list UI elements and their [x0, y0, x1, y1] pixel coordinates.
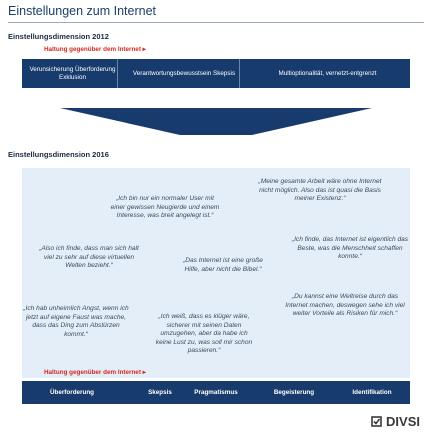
bar-cell: Identifikation — [352, 388, 392, 396]
logo-text: DIVSI — [386, 414, 420, 429]
quote: „Du kannst eine Weltreise durch das Inte… — [285, 293, 405, 318]
axis-label-text: Haltung gegenüber dem Internet — [44, 46, 141, 53]
bar-cell: Überforderung — [49, 388, 95, 396]
rule — [8, 22, 424, 23]
quote: „Ich weiß, dass es klüger wäre, sicherer… — [155, 313, 253, 355]
bar-2012 — [22, 59, 410, 88]
quote-area — [22, 168, 410, 378]
bar-cell: Verantwortungsbewusstsein Skepsis — [129, 59, 240, 88]
title: Einstellungen zum Internet — [8, 4, 157, 18]
quote: „Ich finde, das Internet ist eigentlich … — [291, 236, 409, 261]
quote: „Meine gesamte Arbeit wäre ohne Internet… — [258, 178, 382, 203]
bar-cell: Multioptionalität, vernetzt-entgrenzt — [278, 69, 377, 77]
quote: „Ich bin nur ein normaler User mit einer… — [110, 195, 220, 220]
bar-cell: Skepsis — [148, 388, 172, 396]
section-title: Einstellungsdimension 2012 — [8, 32, 109, 41]
logo: DIVSI — [371, 414, 420, 429]
quote: „Ich hab unheimlich Angst, wenn ich jetz… — [23, 305, 129, 338]
quote: „Also ich finde, dass man sich halt viel… — [39, 245, 139, 270]
bar-cell: Begeisterung — [273, 388, 315, 396]
axis-label-text: Haltung gegenüber dem Internet — [44, 369, 141, 376]
axis-label: Haltung gegenüber dem Internet ▸ — [44, 46, 146, 53]
logo-icon — [371, 416, 382, 427]
bar-2016 — [22, 381, 410, 404]
bar-cell: Pragmatismus — [194, 388, 238, 396]
section-title: Einstellungsdimension 2016 — [8, 150, 109, 159]
axis-label: Haltung gegenüber dem Internet ▸ — [44, 369, 146, 376]
quote: „Das Internet ist eine große Hilfe, aber… — [183, 257, 263, 273]
bar-cell: Verunsicherung Überforderung Exklusion — [28, 59, 118, 88]
